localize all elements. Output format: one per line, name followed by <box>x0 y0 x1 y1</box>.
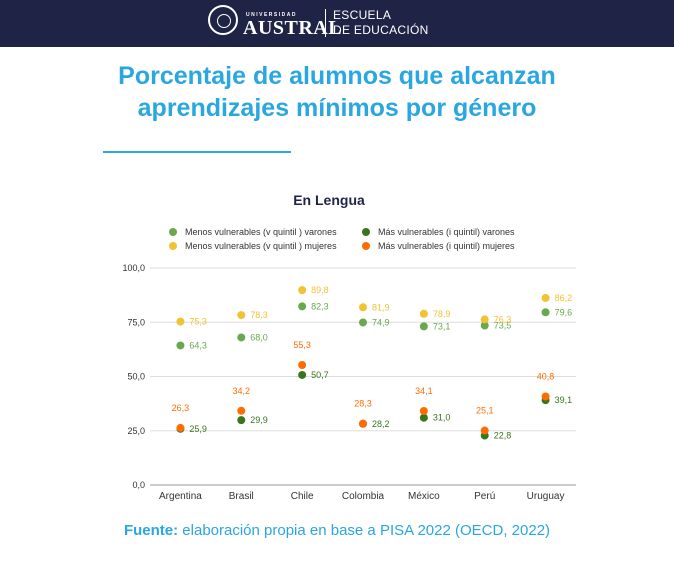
data-label-2-2: 50,7 <box>311 370 329 380</box>
legend-label-3: Más vulnerables (i quintil) mujeres <box>378 241 515 251</box>
source-label: Fuente: <box>123 522 179 539</box>
header-divider <box>325 9 326 37</box>
data-point-3-1 <box>237 406 246 415</box>
university-name: AUSTRAL <box>243 17 343 39</box>
university-seal-icon <box>208 5 238 35</box>
data-label-2-1: 29,9 <box>250 415 268 425</box>
chart-title: En Lengua <box>293 192 365 208</box>
data-label-3-5: 25,1 <box>476 406 494 416</box>
data-point-3-2 <box>298 360 307 369</box>
data-point-0-5 <box>480 321 489 330</box>
x-tick-label-0: Argentina <box>159 491 202 502</box>
data-point-3-3 <box>359 419 367 428</box>
chart-grid <box>150 267 576 486</box>
data-label-0-2: 82,3 <box>311 301 329 311</box>
data-label-3-4: 34,1 <box>415 386 433 396</box>
data-point-1-3 <box>359 303 367 312</box>
data-label-3-1: 34,2 <box>233 386 251 396</box>
data-label-1-5: 76,3 <box>494 314 512 324</box>
data-point-1-2 <box>298 286 307 295</box>
university-small-text: UNIVERSIDAD <box>246 12 297 18</box>
x-axis: Argentina Brasil Chile Colombia México Perú Ur… <box>159 491 564 502</box>
data-label-2-3: 28,2 <box>372 419 390 429</box>
data-point-1-4 <box>419 309 428 318</box>
data-point-3-6 <box>541 392 550 401</box>
data-label-0-6: 79,6 <box>555 307 573 317</box>
data-label-2-4: 31,0 <box>433 413 451 423</box>
x-tick-label-2: Chile <box>291 491 314 502</box>
data-point-2-4 <box>419 413 428 422</box>
x-tick-label-3: Colombia <box>342 491 385 502</box>
data-point-3-5 <box>480 426 489 435</box>
x-tick-label-4: México <box>408 491 440 502</box>
data-label-2-0: 25,9 <box>189 424 207 434</box>
data-point-0-3 <box>359 318 367 327</box>
legend-marker-2 <box>362 228 370 236</box>
school-name-line2: DE EDUCACIÓN <box>333 23 429 37</box>
header-bar: UNIVERSIDAD AUSTRAL ESCUELA DE EDUCACIÓN <box>0 0 674 47</box>
data-point-1-0 <box>176 317 185 326</box>
data-label-3-6: 40,8 <box>537 371 555 381</box>
source-text: elaboración propia en base a PISA 2022 (… <box>182 522 551 539</box>
data-label-0-1: 68,0 <box>250 332 268 342</box>
data-label-2-6: 39,1 <box>555 395 573 405</box>
page-title-line2: aprendizajes mínimos por género <box>137 94 537 122</box>
data-point-2-2 <box>298 370 307 379</box>
legend-label-0: Menos vulnerables (v quintil ) varones <box>185 227 337 237</box>
y-tick-label-1: 25,0 <box>127 426 145 436</box>
y-tick-label-2: 50,0 <box>127 372 145 382</box>
y-axis: 0,0 25,0 50,0 75,0 100,0 <box>122 263 145 490</box>
data-label-1-2: 89,8 <box>311 285 329 295</box>
source-note: Fuente: elaboración propia en base a PIS… <box>0 522 674 539</box>
page-title-line1: Porcentaje de alumnos que alcanzan <box>118 62 556 90</box>
y-tick-label-3: 75,0 <box>127 317 145 327</box>
data-point-0-4 <box>419 322 428 331</box>
data-label-2-5: 22,8 <box>494 431 512 441</box>
data-label-0-0: 64,3 <box>189 340 207 350</box>
legend-marker-3 <box>362 242 370 250</box>
y-tick-label-4: 100,0 <box>122 263 145 273</box>
data-label-0-4: 73,1 <box>433 321 451 331</box>
data-label-3-0: 26,3 <box>172 403 190 413</box>
x-tick-label-1: Brasil <box>229 491 254 502</box>
data-points: 64,3 68,0 82,3 74,9 73,1 73,5 79,6 75,3 78,3 89,8… <box>172 285 572 440</box>
title-underline <box>103 151 291 153</box>
legend-label-1: Menos vulnerables (v quintil ) mujeres <box>185 241 337 251</box>
data-point-0-2 <box>298 302 307 311</box>
scatter-chart: En Lengua Menos vulnerables (v quintil )… <box>122 192 576 502</box>
data-label-3-2: 55,3 <box>293 340 311 350</box>
legend-marker-1 <box>169 242 177 250</box>
data-label-0-3: 74,9 <box>372 317 390 327</box>
data-point-3-0 <box>176 423 185 432</box>
data-point-1-6 <box>541 293 550 302</box>
chart-legend: Menos vulnerables (v quintil ) varones Me… <box>169 227 515 251</box>
data-point-2-1 <box>237 416 246 425</box>
x-tick-label-6: Uruguay <box>527 491 565 502</box>
data-label-3-3: 28,3 <box>354 399 372 409</box>
data-point-0-0 <box>176 341 185 350</box>
x-tick-label-5: Perú <box>474 491 495 502</box>
y-tick-label-0: 0,0 <box>132 480 145 490</box>
data-label-1-6: 86,2 <box>555 293 573 303</box>
school-name-line1: ESCUELA <box>333 8 392 22</box>
data-label-1-3: 81,9 <box>372 302 390 312</box>
school-name: ESCUELA DE EDUCACIÓN <box>333 8 429 38</box>
data-point-1-1 <box>237 311 246 320</box>
data-label-1-0: 75,3 <box>189 317 207 327</box>
data-label-0-5: 73,5 <box>494 321 512 331</box>
legend-label-2: Más vulnerables (i quintil) varones <box>378 227 515 237</box>
data-label-1-4: 78,9 <box>433 309 451 319</box>
data-point-0-1 <box>237 333 246 342</box>
data-point-3-4 <box>419 407 428 416</box>
data-point-1-5 <box>480 315 489 324</box>
data-label-1-1: 78,3 <box>250 310 268 320</box>
legend-marker-0 <box>169 228 177 236</box>
page-title: Porcentaje de alumnos que alcanzan apren… <box>0 60 674 124</box>
data-point-0-6 <box>541 308 550 317</box>
